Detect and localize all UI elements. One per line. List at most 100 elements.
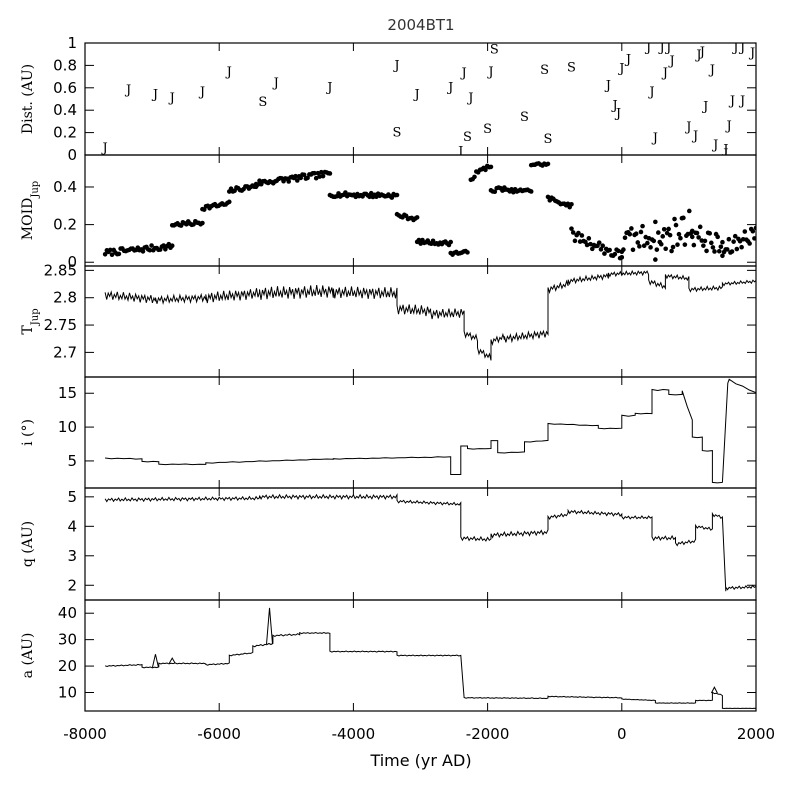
spike [168,657,176,664]
moid-point [600,243,606,249]
moid-point [633,231,639,237]
y-tick-label: 2.85 [44,261,77,279]
panel-incl: 5 10 15 i (°) [20,376,757,489]
x-tick-label: -8000 [63,725,107,743]
moid-point [368,190,374,196]
moid-point [293,173,298,179]
y-tick-label: 2.7 [53,343,77,361]
moid-point [472,174,477,180]
moid-point [621,247,626,252]
moid-point [588,241,593,247]
encounter-marker: J [124,83,131,98]
moid-point [732,233,738,239]
y-tick-label: 5 [67,488,77,506]
y-tick-label: 10 [58,418,77,436]
encounter-marker: S [520,110,529,125]
encounter-marker: J [748,46,755,61]
moid-point [635,240,641,245]
moid-point [448,239,453,245]
y-tick-label: 4 [67,517,77,535]
y-tick-label: 0.8 [53,56,77,74]
x-axis-label: Time (yr AD) [369,751,471,770]
encounter-marker: J [684,120,691,135]
y-axis-label: a (AU) [20,633,36,679]
moid-point [658,241,664,247]
moid-point [678,235,683,241]
moid-point [702,238,708,244]
encounter-marker: J [694,48,701,63]
moid-point [545,194,551,200]
moid-point [653,219,658,225]
encounter-marker: S [463,130,472,145]
moid-point [729,249,735,254]
encounter-marker: J [617,62,624,77]
encounter-marker: J [614,106,621,121]
moid-point [572,238,578,244]
plot-area [105,378,756,484]
moid-point [201,207,207,212]
moid-point [661,226,667,232]
moid-point [584,242,590,248]
moid-point [687,208,692,214]
moid-point [257,178,262,183]
moid-point [701,243,706,248]
encounter-marker: J [708,63,715,78]
moid-point [731,239,736,244]
encounter-marker: J [466,91,473,106]
moid-point [483,167,488,173]
y-tick-label: 0.2 [53,124,77,142]
series-line-tjup [104,269,756,361]
y-tick-label: 0 [67,253,77,271]
encounter-marker: J [225,65,232,80]
encounter-marker: J [456,145,463,160]
moid-point [528,189,534,194]
moid-point [619,255,625,260]
moid-point [576,230,581,236]
encounter-marker: J [728,94,735,109]
moid-point [295,178,300,183]
y-tick-label: 0.4 [53,101,77,119]
moid-point [670,244,676,250]
moid-point [672,216,677,222]
moid-point [570,230,576,235]
moid-point [317,174,322,179]
moid-point [394,192,400,198]
moid-point [109,252,115,257]
encounter-marker: S [393,125,402,140]
moid-point [637,244,642,249]
moid-point [286,179,292,184]
moid-point [147,247,153,253]
panel-a: 10 20 30 40 a (AU) [20,599,757,712]
moid-point [598,247,604,252]
plot-area [102,161,756,262]
encounter-marker: J [392,58,399,73]
moid-point [565,201,571,207]
panel-frame [84,376,757,489]
y-tick-label: 2.75 [44,316,77,334]
y-tick-label: 20 [58,657,77,675]
encounter-marker: J [647,85,654,100]
moid-point [166,241,172,247]
encounter-marker: J [725,119,732,134]
moid-point [586,236,592,241]
moid-point [645,240,650,246]
moid-point [627,231,633,237]
moid-point [579,233,585,238]
moid-point [607,247,612,253]
moid-point [255,182,261,187]
moid-point [545,161,551,167]
moid-point [651,238,657,244]
y-tick-label: 1 [67,34,77,52]
plot-area [104,269,756,361]
encounter-marker: J [198,85,205,100]
moid-point [739,244,744,250]
encounter-marker: J [657,40,664,55]
moid-point [343,190,348,195]
y-tick-label: 3 [67,547,77,565]
moid-point [320,173,326,179]
moid-point [718,244,724,250]
moid-point [667,232,673,238]
moid-point [629,226,634,231]
